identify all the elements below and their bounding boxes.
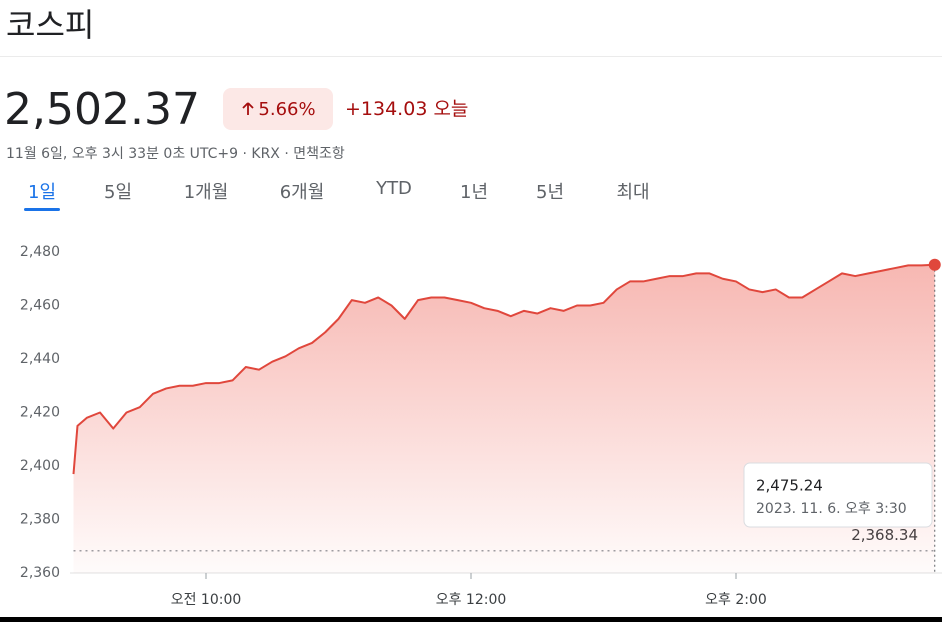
y-tick-label: 2,460 [20,298,60,314]
change-chip: 5.66% [223,88,333,130]
page-title: 코스피 [6,6,95,44]
tooltip: 2,475.24 2023. 11. 6. 오후 3:30 [743,462,933,528]
price-line [72,263,935,475]
meta-info: 11월 6일, 오후 3시 33분 0초 UTC+9 · KRX · 면책조항 [6,146,345,162]
y-tick-label: 2,380 [20,512,60,528]
range-tab[interactable]: 6개월 [279,182,325,203]
range-tab[interactable]: YTD [376,178,412,199]
separator [0,56,942,57]
y-tick-label: 2,480 [20,244,60,260]
range-tab[interactable]: 최대 [616,182,650,203]
change-text: +134.03 오늘 [345,94,468,121]
x-tick-label: 오후 2:00 [705,592,767,608]
range-tab[interactable]: 1년 [459,182,489,203]
range-tab[interactable]: 5년 [535,182,565,203]
y-tick-label: 2,360 [20,565,60,581]
price: 2,502.37 [4,84,200,135]
change-value: +134.03 [345,98,428,120]
tooltip-value: 2,475.24 [756,477,823,495]
range-tab[interactable]: 1일 [23,178,61,211]
area [73,264,935,573]
last-point [928,258,941,271]
x-tick-label: 오후 12:00 [436,592,507,608]
y-tick-label: 2,400 [20,458,60,474]
up-arrow-icon [242,102,255,115]
range-tab[interactable]: 5일 [103,182,133,203]
x-tick-label: 오전 10:00 [171,592,242,608]
range-tab[interactable]: 1개월 [183,182,229,203]
tooltip-date: 2023. 11. 6. 오후 3:30 [756,501,907,517]
y-tick-label: 2,440 [20,351,60,367]
tooltip-box [743,462,933,528]
y-tick-label: 2,420 [20,405,60,421]
change-period: 오늘 [433,98,469,120]
change-percent: 5.66% [258,98,316,120]
bottom-bar [0,617,942,622]
